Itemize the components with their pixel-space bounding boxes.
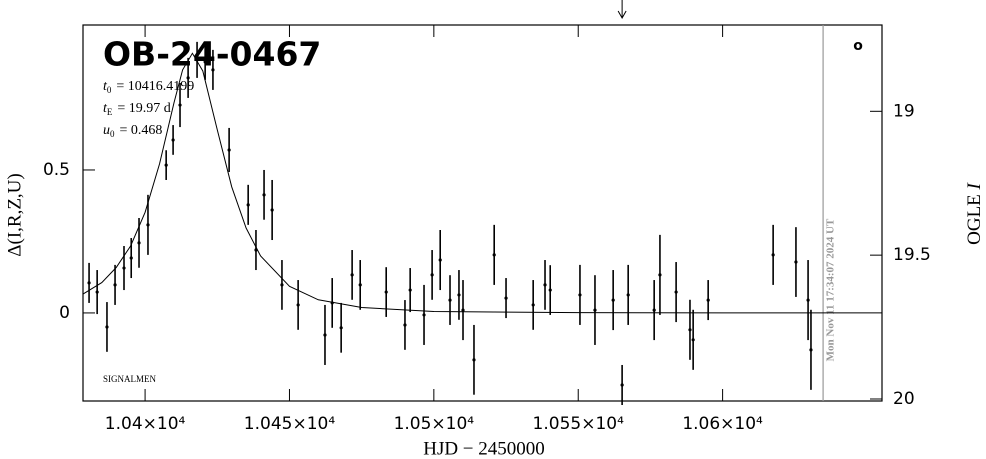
- data-point: [457, 293, 461, 297]
- data-point: [611, 298, 615, 302]
- y2-axis-label: OGLE I: [964, 181, 985, 244]
- param: tE = 19.97 d: [103, 101, 171, 117]
- corner-mark: o: [853, 38, 863, 54]
- data-point: [504, 296, 508, 300]
- arrow: [617, 0, 627, 20]
- data-point: [164, 163, 168, 167]
- data-point: [105, 325, 109, 329]
- data-point: [461, 308, 465, 312]
- time-label: Mon Nov 11 17:34:07 2024 UT: [825, 218, 837, 361]
- data-point: [227, 148, 231, 152]
- y2-tick-label: 19.5: [893, 245, 931, 265]
- y-axis-label: Δ(I,R,Z,U): [4, 173, 25, 256]
- data-point: [448, 298, 452, 302]
- x-axis-label: HJD − 2450000: [423, 438, 545, 459]
- param-sub: E: [107, 107, 113, 117]
- data-point: [262, 193, 266, 197]
- model-curve: [82, 52, 882, 314]
- data-point: [688, 328, 692, 332]
- y2-label-text: OGLE: [964, 194, 985, 245]
- data-point: [171, 138, 175, 142]
- data-point: [122, 266, 126, 270]
- data-point: [691, 338, 695, 342]
- data-point: [806, 298, 810, 302]
- plot-frame: [82, 24, 883, 402]
- data-point: [472, 358, 476, 362]
- data-point: [706, 298, 710, 302]
- data-point: [658, 273, 662, 277]
- data-point: [771, 253, 775, 257]
- data-point: [178, 103, 182, 107]
- data-point: [620, 383, 624, 387]
- y-tick-label: 0: [59, 303, 70, 323]
- data-point: [430, 273, 434, 277]
- param-text: = 19.97 d: [117, 101, 170, 116]
- param-symbol: t: [103, 101, 108, 116]
- data-point: [578, 293, 582, 297]
- data-point: [422, 313, 426, 317]
- param-sub: 0: [110, 129, 115, 139]
- x-tick-label: 1.06×10⁴: [682, 414, 763, 434]
- x-tick-label: 1.04×10⁴: [105, 414, 186, 434]
- param-symbol: t: [103, 79, 108, 94]
- data-point: [296, 303, 300, 307]
- data-point: [531, 303, 535, 307]
- data-point: [626, 293, 630, 297]
- data-point: [186, 76, 190, 80]
- data-point: [87, 281, 91, 285]
- param: u0 = 0.468: [103, 123, 162, 139]
- data-point: [384, 290, 388, 294]
- param: t0 = 10416.4199: [103, 79, 194, 95]
- data-point: [146, 223, 150, 227]
- footer-label: SIGNALMEN: [103, 374, 156, 384]
- param-text: = 0.468: [120, 123, 163, 138]
- data-point: [129, 256, 133, 260]
- data-point: [408, 288, 412, 292]
- data-point: [270, 208, 274, 212]
- data-point: [203, 60, 207, 64]
- y2-label-italic: I: [964, 181, 985, 190]
- data-point: [358, 283, 362, 287]
- data-point: [674, 290, 678, 294]
- data-point: [113, 283, 117, 287]
- y2-tick-label: 20: [893, 389, 915, 409]
- data-point: [350, 273, 354, 277]
- data-point: [137, 241, 141, 245]
- param-symbol: u: [103, 123, 110, 138]
- data-point: [794, 260, 798, 264]
- data-point: [211, 68, 215, 72]
- data-point: [652, 308, 656, 312]
- param-sub: 0: [107, 85, 112, 95]
- y-tick-label: 0.5: [43, 160, 70, 180]
- data-point: [280, 283, 284, 287]
- data-point: [95, 290, 99, 294]
- data-point: [323, 333, 327, 337]
- data-point: [403, 323, 407, 327]
- x-tick-label: 1.05×10⁴: [394, 414, 475, 434]
- data-point: [246, 203, 250, 207]
- data-point: [438, 258, 442, 262]
- y2-tick-label: 19: [893, 101, 915, 121]
- x-tick-label: 1.045×10⁴: [244, 414, 336, 434]
- data-point: [339, 326, 343, 330]
- data-point: [809, 348, 813, 352]
- x-tick-label: 1.055×10⁴: [533, 414, 625, 434]
- data-point: [593, 308, 597, 312]
- data-point: [543, 283, 547, 287]
- data-point: [548, 288, 552, 292]
- data-point: [492, 253, 496, 257]
- param-text: = 10416.4199: [116, 79, 194, 94]
